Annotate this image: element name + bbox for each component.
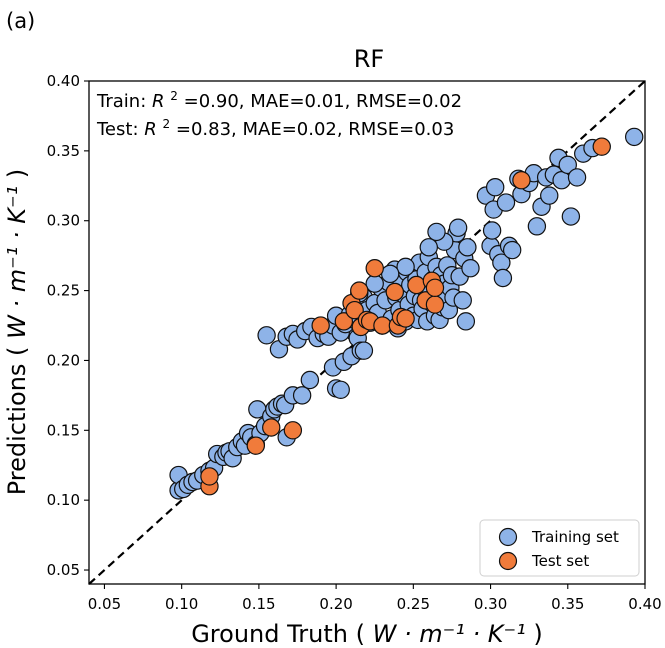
training-point: [527, 217, 547, 236]
training-point: [502, 240, 522, 260]
test-metrics-rest: MAE=0.02, RMSE=0.03: [242, 119, 454, 140]
y-tick-label: 0.15: [47, 421, 80, 439]
y-axis-ticks: 0.05 0.10 0.15 0.20 0.25 0.30 0.35 0.40: [47, 72, 89, 579]
legend-training-label: Training set: [531, 528, 619, 546]
training-point: [561, 207, 581, 226]
metrics-annotations: Train: R 2 =0.90, MAE=0.01, RMSE=0.02 Te…: [96, 89, 462, 140]
training-point: [427, 222, 446, 242]
test-point: [425, 278, 445, 297]
x-tick-label: 0.25: [397, 595, 430, 613]
test-r2-superscript: 2: [162, 117, 170, 131]
training-point: [365, 274, 384, 293]
training-point: [558, 155, 577, 175]
training-point: [552, 171, 571, 190]
x-tick-label: 0.40: [628, 595, 661, 613]
train-metrics-label: Train:: [96, 91, 152, 112]
y-axis-label-suffix: ): [3, 169, 31, 178]
x-tick-label: 0.05: [88, 595, 121, 613]
training-point: [456, 312, 476, 331]
training-point: [292, 386, 312, 405]
training-point: [496, 193, 516, 212]
train-r2-superscript: 2: [170, 89, 178, 103]
test-point: [396, 309, 415, 328]
training-point: [300, 370, 320, 390]
legend: Training set Test set: [479, 519, 640, 577]
train-metrics-text: Train: R 2 =0.90, MAE=0.01, RMSE=0.02: [96, 89, 462, 112]
x-axis-ticks: 0.05 0.10 0.15 0.20 0.25 0.30 0.35 0.40: [88, 584, 662, 613]
x-axis-label-prefix: Ground Truth (: [191, 620, 365, 648]
y-tick-label: 0.10: [47, 491, 80, 509]
test-metrics-label: Test:: [96, 119, 144, 140]
training-point: [448, 218, 468, 237]
training-point: [331, 380, 350, 399]
training-point: [461, 259, 480, 278]
training-point: [453, 291, 472, 310]
training-point: [493, 268, 513, 288]
test-point: [246, 436, 265, 455]
y-tick-label: 0.05: [47, 561, 80, 579]
chart-title: RF: [354, 45, 384, 73]
test-point: [345, 300, 364, 320]
training-point: [482, 221, 502, 240]
test-point: [512, 171, 531, 190]
test-point: [385, 282, 404, 302]
training-point: [458, 238, 477, 257]
legend-test-marker: [498, 551, 518, 571]
training-point: [257, 326, 276, 345]
train-metrics-rest: MAE=0.01, RMSE=0.02: [250, 91, 462, 112]
y-tick-label: 0.40: [47, 72, 80, 90]
y-tick-label: 0.35: [47, 142, 80, 160]
y-tick-label: 0.30: [47, 212, 80, 230]
training-point: [567, 168, 587, 187]
test-r2-value: =0.83,: [176, 119, 237, 140]
x-axis-label-suffix: ): [533, 620, 542, 648]
plot-area: [88, 80, 646, 585]
train-r2-value: =0.90,: [184, 91, 245, 112]
test-r2-symbol: R: [144, 119, 157, 140]
training-point: [396, 257, 415, 277]
test-point: [407, 275, 426, 295]
x-tick-label: 0.10: [165, 595, 198, 613]
test-point: [365, 259, 384, 278]
test-point: [592, 137, 611, 156]
identity-reference-line: [88, 80, 646, 585]
test-point: [334, 312, 354, 331]
y-tick-label: 0.20: [47, 351, 80, 369]
x-tick-label: 0.20: [319, 595, 352, 613]
panel-label: (a): [6, 9, 35, 33]
test-point: [283, 421, 303, 440]
y-axis-label-unit: W · m⁻¹ · K⁻¹: [3, 186, 31, 339]
y-axis-label: Predictions ( W · m⁻¹ · K⁻¹ ): [3, 169, 31, 496]
test-point: [373, 316, 392, 335]
training-point: [380, 264, 400, 284]
train-r2-symbol: R: [152, 91, 165, 112]
plot-frame: [88, 80, 646, 585]
x-axis-label: Ground Truth ( W · m⁻¹ · K⁻¹ ): [191, 620, 543, 648]
training-point: [419, 238, 438, 257]
legend-test-label: Test set: [531, 552, 589, 570]
training-point: [540, 186, 559, 205]
legend-training-marker: [498, 527, 518, 547]
points-layer: [169, 127, 644, 500]
test-point: [350, 281, 369, 300]
training-point: [485, 177, 505, 197]
x-tick-label: 0.30: [474, 595, 507, 613]
test-point: [200, 467, 219, 486]
test-metrics-text: Test: R 2 =0.83, MAE=0.02, RMSE=0.03: [96, 117, 454, 140]
y-axis-label-prefix: Predictions (: [3, 347, 31, 496]
training-point: [354, 341, 374, 360]
test-point: [425, 295, 445, 314]
test-point: [311, 316, 330, 335]
y-tick-label: 0.25: [47, 282, 80, 300]
test-point: [262, 418, 281, 437]
legend-box: [479, 519, 640, 577]
training-point: [624, 127, 644, 147]
x-tick-label: 0.35: [551, 595, 584, 613]
x-tick-label: 0.15: [242, 595, 275, 613]
x-axis-label-unit: W · m⁻¹ · K⁻¹: [373, 620, 526, 648]
